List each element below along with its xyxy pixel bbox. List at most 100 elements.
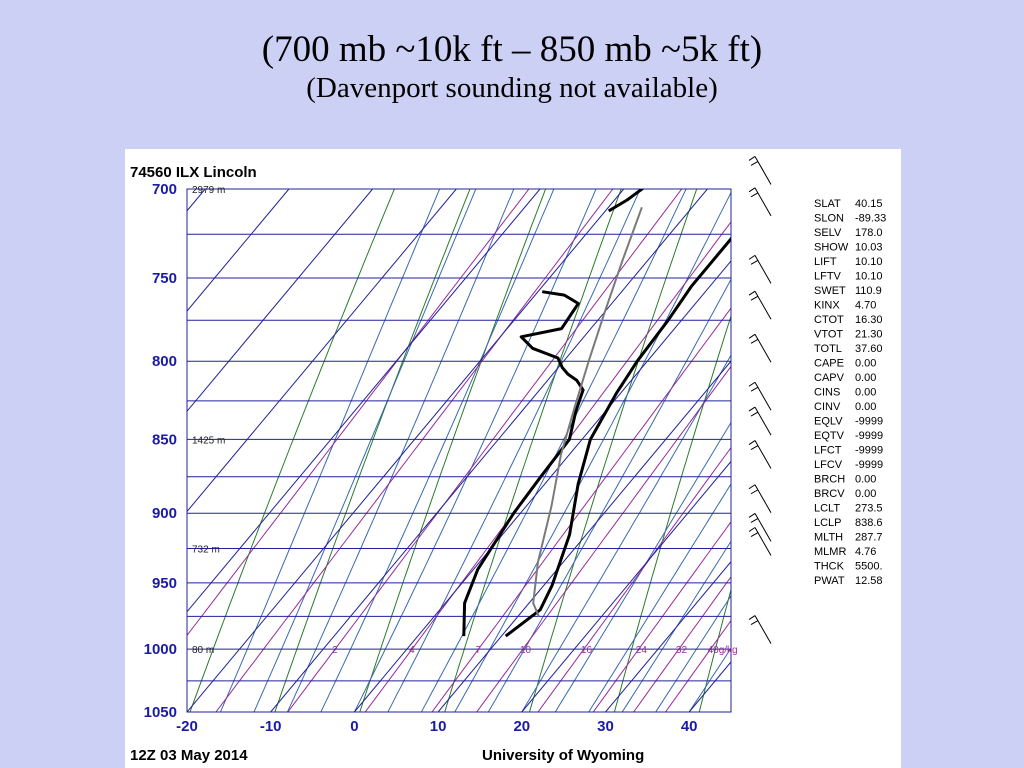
slide-title: (700 mb ~10k ft – 850 mb ~5k ft) — [261, 29, 763, 70]
mixing-ratio-line — [215, 189, 614, 712]
mixing-ratio-label: 2 — [332, 645, 338, 656]
index-name: SELV — [814, 227, 842, 239]
index-name: MLMR — [814, 546, 846, 558]
dry-adiabat-line — [189, 189, 395, 712]
index-name: BRCH — [814, 474, 845, 486]
index-value: 838.6 — [855, 517, 883, 529]
index-value: 273.5 — [855, 503, 883, 515]
index-value: 4.70 — [855, 300, 876, 312]
index-value: 0.00 — [855, 488, 876, 500]
mixing-ratio-line — [664, 619, 731, 712]
isotherm-line — [605, 560, 731, 712]
index-name: VTOT — [814, 329, 843, 341]
wind-barb-staff — [754, 290, 772, 320]
index-value: 21.30 — [855, 329, 883, 341]
wind-barb-flag — [750, 192, 759, 198]
slide-subtitle: (Davenport sounding not available) — [306, 72, 718, 104]
sounding-chart-panel: 2 4 7 10 16 24 32 40g/kg 2979 m 1425 m 732 m 80 m … — [125, 149, 901, 768]
wind-barb-staff — [754, 527, 772, 556]
height-label: 80 m — [192, 645, 214, 656]
index-name: SLON — [814, 213, 844, 225]
wind-barb-staff — [754, 156, 772, 185]
moist-adiabat-line — [554, 421, 731, 712]
index-name: SLAT — [814, 198, 841, 210]
index-value: 0.00 — [855, 474, 876, 486]
wind-barb-flag — [750, 386, 759, 392]
isotherm-line — [270, 189, 708, 712]
wind-barbs — [748, 156, 772, 644]
source-credit: University of Wyoming — [482, 747, 644, 764]
index-name: CAPE — [814, 358, 844, 370]
isotherm-line — [187, 189, 541, 613]
mixing-ratio-line — [431, 307, 731, 712]
wind-barb-flag — [748, 254, 756, 260]
height-label: 732 m — [192, 545, 220, 556]
index-value: 10.10 — [855, 271, 883, 283]
dry-adiabat-line — [528, 189, 698, 712]
index-name: BRCV — [814, 488, 845, 500]
temperature-tick-label: -20 — [176, 718, 198, 735]
index-name: THCK — [814, 561, 845, 573]
temperature-tick-label: 10 — [430, 718, 447, 735]
wind-barb — [748, 187, 772, 217]
pressure-tick-label: 1000 — [144, 641, 177, 658]
index-name: EQLV — [814, 416, 843, 428]
wind-barb-staff — [754, 334, 772, 363]
wind-barb-flag — [750, 259, 759, 265]
dry-adiabat-line — [359, 189, 547, 712]
moist-adiabat-line — [220, 189, 441, 712]
pressure-tick-label: 950 — [152, 575, 177, 592]
isotherm-line — [354, 260, 731, 712]
moist-adiabat-line — [655, 594, 731, 712]
index-name: LFTV — [814, 271, 842, 283]
dry-adiabat-line — [698, 587, 731, 712]
pressure-tick-label: 1050 — [144, 704, 177, 721]
index-name: LIFT — [814, 256, 837, 268]
stability-indices: SLAT 40.15 SLON -89.33 SELV 178.0 SHOW 10.03 LIF… — [814, 198, 886, 587]
index-value: 0.00 — [855, 358, 876, 370]
index-name: CINV — [814, 401, 841, 413]
pressure-tick-label: 700 — [152, 181, 177, 198]
height-labels: 2979 m 1425 m 732 m 80 m — [192, 185, 225, 656]
wind-barb — [748, 333, 772, 363]
index-value: 10.03 — [855, 242, 883, 254]
wind-barb-flag — [748, 440, 756, 445]
wind-barb-staff — [754, 484, 772, 514]
mixing-ratio-line — [287, 189, 683, 712]
wind-barb-flag — [748, 381, 756, 387]
isotherm-line — [187, 189, 290, 312]
index-value: 110.9 — [855, 285, 882, 297]
mixing-ratio-line — [632, 575, 731, 712]
index-value: 12.58 — [855, 575, 883, 587]
isotherm-line — [187, 189, 206, 212]
index-name: SWET — [814, 285, 846, 297]
wind-barb-flag — [750, 489, 759, 495]
mixing-ratio-labels: 2 4 7 10 16 24 32 40g/kg — [332, 645, 738, 656]
wind-barb-staff — [754, 187, 772, 217]
mixing-ratio-line — [537, 446, 731, 712]
index-value: 37.60 — [855, 343, 883, 355]
mixing-ratio-label: 32 — [676, 645, 688, 656]
pressure-axis: 700 750 800 850 900 950 1000 1050 — [144, 181, 177, 721]
wind-barb — [748, 381, 772, 411]
index-name: LFCT — [814, 445, 842, 457]
index-name: SHOW — [814, 242, 849, 254]
dry-adiabat-line — [444, 189, 622, 712]
index-value: 0.00 — [855, 387, 876, 399]
wind-barb — [748, 290, 772, 320]
wind-barb — [748, 440, 772, 469]
index-name: KINX — [814, 300, 840, 312]
temperature-tick-label: 40 — [681, 718, 698, 735]
wind-barb-staff — [754, 381, 772, 411]
pressure-tick-label: 900 — [152, 505, 177, 522]
index-name: LCLT — [814, 503, 840, 515]
moist-adiabat-line — [588, 483, 731, 712]
isotherm-line — [187, 189, 457, 513]
moist-adiabat-line — [487, 278, 731, 712]
index-value: -89.33 — [855, 213, 886, 225]
index-value: 16.30 — [855, 314, 883, 326]
mixing-ratio-label: 40g/kg — [708, 645, 738, 656]
index-value: 0.00 — [855, 372, 876, 384]
plot-border — [186, 188, 732, 713]
